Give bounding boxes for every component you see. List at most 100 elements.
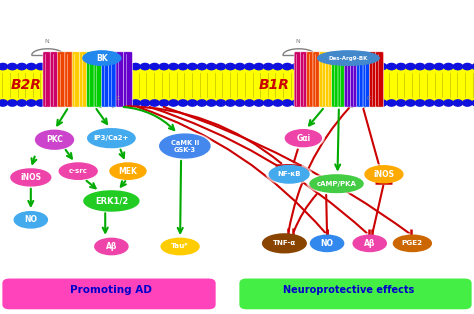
Circle shape	[425, 63, 434, 70]
Circle shape	[415, 100, 425, 106]
Circle shape	[0, 63, 8, 70]
Circle shape	[330, 100, 339, 106]
Circle shape	[226, 100, 235, 106]
Ellipse shape	[285, 130, 321, 147]
FancyBboxPatch shape	[116, 52, 125, 107]
Text: B1R: B1R	[258, 78, 289, 92]
Circle shape	[46, 100, 55, 106]
Circle shape	[226, 63, 235, 70]
Circle shape	[283, 100, 292, 106]
Circle shape	[396, 63, 406, 70]
Ellipse shape	[14, 212, 47, 228]
Circle shape	[264, 63, 273, 70]
FancyBboxPatch shape	[338, 52, 346, 107]
Text: Neuroprotective effects: Neuroprotective effects	[283, 285, 414, 295]
Text: NO: NO	[24, 215, 37, 224]
Text: CaMK II
GSK-3: CaMK II GSK-3	[171, 139, 199, 153]
Circle shape	[159, 63, 169, 70]
Ellipse shape	[11, 169, 51, 186]
FancyBboxPatch shape	[326, 52, 334, 107]
Circle shape	[83, 63, 93, 70]
FancyBboxPatch shape	[369, 52, 377, 107]
Text: ERK1/2: ERK1/2	[95, 197, 128, 205]
FancyBboxPatch shape	[65, 52, 74, 107]
Circle shape	[188, 63, 197, 70]
Circle shape	[131, 63, 140, 70]
Circle shape	[415, 63, 425, 70]
Circle shape	[17, 100, 27, 106]
Circle shape	[434, 100, 444, 106]
Circle shape	[178, 63, 188, 70]
Circle shape	[207, 100, 216, 106]
Circle shape	[349, 63, 358, 70]
Circle shape	[453, 63, 463, 70]
Text: Promoting AD: Promoting AD	[71, 285, 152, 295]
Text: Gαi: Gαi	[296, 134, 310, 143]
Circle shape	[74, 63, 83, 70]
Circle shape	[93, 100, 102, 106]
Circle shape	[396, 100, 406, 106]
Ellipse shape	[266, 164, 312, 185]
Circle shape	[46, 63, 55, 70]
Text: TNF-α: TNF-α	[273, 240, 296, 246]
Circle shape	[83, 100, 93, 106]
Circle shape	[301, 100, 311, 106]
FancyBboxPatch shape	[344, 52, 352, 107]
Ellipse shape	[157, 133, 213, 160]
Circle shape	[339, 100, 349, 106]
Ellipse shape	[56, 161, 100, 181]
FancyBboxPatch shape	[350, 52, 359, 107]
Ellipse shape	[84, 191, 139, 211]
Circle shape	[377, 63, 387, 70]
Text: PGE2: PGE2	[402, 240, 423, 246]
Circle shape	[150, 63, 159, 70]
Ellipse shape	[260, 232, 309, 254]
Ellipse shape	[362, 164, 406, 184]
Ellipse shape	[110, 163, 146, 179]
Circle shape	[112, 100, 121, 106]
Ellipse shape	[310, 235, 344, 252]
Circle shape	[131, 100, 140, 106]
Circle shape	[27, 63, 36, 70]
Circle shape	[178, 100, 188, 106]
Circle shape	[320, 100, 330, 106]
Circle shape	[197, 100, 207, 106]
Circle shape	[207, 63, 216, 70]
Circle shape	[55, 63, 64, 70]
Ellipse shape	[365, 166, 403, 183]
Circle shape	[102, 63, 112, 70]
Ellipse shape	[83, 51, 121, 65]
Ellipse shape	[269, 165, 309, 183]
Circle shape	[311, 100, 320, 106]
Circle shape	[112, 63, 121, 70]
FancyBboxPatch shape	[307, 52, 315, 107]
Circle shape	[150, 100, 159, 106]
Circle shape	[444, 63, 453, 70]
Circle shape	[27, 100, 36, 106]
Circle shape	[292, 63, 301, 70]
Circle shape	[64, 100, 74, 106]
Ellipse shape	[158, 237, 202, 256]
Ellipse shape	[310, 175, 363, 192]
Circle shape	[406, 100, 415, 106]
Text: NO: NO	[320, 239, 334, 248]
Text: Tauᵖ: Tauᵖ	[171, 243, 189, 250]
Ellipse shape	[263, 234, 306, 253]
Circle shape	[311, 63, 320, 70]
Ellipse shape	[92, 237, 131, 256]
Circle shape	[93, 63, 102, 70]
Circle shape	[245, 63, 254, 70]
Text: C: C	[116, 96, 120, 101]
Circle shape	[140, 100, 150, 106]
Circle shape	[453, 100, 463, 106]
Text: cAMP/PKA: cAMP/PKA	[317, 181, 356, 187]
Ellipse shape	[59, 163, 97, 179]
Text: c-src: c-src	[69, 168, 88, 174]
Text: MEK: MEK	[118, 167, 137, 176]
Ellipse shape	[308, 234, 346, 253]
FancyBboxPatch shape	[301, 52, 309, 107]
FancyBboxPatch shape	[363, 52, 371, 107]
Ellipse shape	[33, 129, 76, 151]
Circle shape	[245, 100, 254, 106]
Circle shape	[320, 63, 330, 70]
